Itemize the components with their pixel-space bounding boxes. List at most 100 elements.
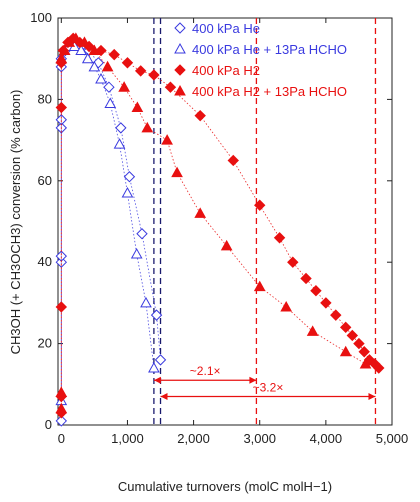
data-point bbox=[300, 272, 312, 285]
series-group bbox=[55, 36, 167, 427]
plot-area-border bbox=[57, 17, 393, 426]
data-point bbox=[171, 166, 183, 178]
x-tick-label: 5,000 bbox=[376, 431, 409, 446]
annotation-label: ~3.2× bbox=[253, 381, 284, 395]
x-tick-label: 1,000 bbox=[111, 431, 144, 446]
x-tick-label: 0 bbox=[58, 431, 65, 446]
ratio-annotation: ~2.1× bbox=[153, 364, 257, 384]
y-tick-label: 40 bbox=[38, 254, 52, 269]
series-line bbox=[60, 46, 155, 401]
legend-label: 400 kPa He + 13Pa HCHO bbox=[192, 42, 347, 57]
y-tick-label: 20 bbox=[38, 336, 52, 351]
annotation-arrowhead-left bbox=[153, 376, 161, 384]
data-point bbox=[55, 402, 68, 414]
data-point bbox=[194, 109, 206, 122]
series-group bbox=[55, 32, 372, 414]
data-point bbox=[55, 52, 68, 64]
legend: 400 kPa He 400 kPa He + 13Pa HCHO 400 kPa … bbox=[174, 21, 347, 99]
data-point bbox=[55, 415, 68, 427]
y-axis-title: CH3OH (+ CH3OCH3) conversion (% carbon) bbox=[8, 90, 23, 355]
data-point bbox=[88, 44, 101, 56]
data-point bbox=[358, 346, 370, 358]
data-point bbox=[121, 57, 134, 69]
dashed-reference-lines bbox=[153, 18, 377, 425]
x-tick-label: 3,000 bbox=[243, 431, 276, 446]
data-point bbox=[164, 81, 177, 93]
data-point bbox=[148, 69, 160, 81]
data-point bbox=[75, 44, 87, 56]
legend-marker bbox=[174, 64, 186, 76]
data-point bbox=[346, 329, 359, 342]
legend-marker bbox=[174, 84, 186, 96]
data-point bbox=[154, 354, 167, 366]
legend-marker bbox=[174, 22, 186, 34]
data-point bbox=[220, 239, 233, 251]
annotation-arrowhead-left bbox=[160, 393, 168, 401]
data-point bbox=[194, 207, 207, 218]
series-group bbox=[55, 40, 160, 406]
data-point bbox=[58, 44, 71, 56]
x-axis-title: Cumulative turnovers (molC molH−1) bbox=[118, 479, 332, 494]
legend-item: 400 kPa He + 13Pa HCHO bbox=[174, 42, 347, 57]
data-point bbox=[95, 73, 107, 84]
data-point bbox=[130, 248, 143, 259]
data-point bbox=[115, 122, 127, 134]
data-point bbox=[134, 65, 147, 77]
data-point bbox=[287, 256, 299, 268]
annotation-arrowhead-right bbox=[368, 393, 376, 401]
data-point bbox=[339, 321, 352, 334]
data-point bbox=[118, 81, 130, 92]
data-point bbox=[330, 309, 342, 321]
x-tick-label: 2,000 bbox=[177, 431, 210, 446]
legend-label: 400 kPa H2 + 13Pa HCHO bbox=[192, 84, 347, 99]
data-point bbox=[254, 199, 266, 211]
data-point bbox=[150, 309, 163, 321]
data-point bbox=[227, 154, 239, 167]
x-axis: 0 1,000 2,000 3,000 4,000 5,000 bbox=[58, 18, 409, 446]
legend-item: 400 kPa He bbox=[174, 21, 260, 36]
legend-item: 400 kPa H2 + 13Pa HCHO bbox=[174, 84, 347, 99]
data-point bbox=[161, 134, 173, 145]
data-point bbox=[353, 337, 365, 350]
data-point bbox=[88, 60, 101, 72]
legend-item: 400 kPa H2 bbox=[174, 63, 260, 78]
data-point bbox=[108, 48, 120, 61]
data-point bbox=[103, 81, 115, 93]
legend-label: 400 kPa He bbox=[192, 21, 260, 36]
data-point bbox=[141, 121, 154, 133]
y-tick-label: 60 bbox=[38, 173, 52, 188]
x-tick-label: 4,000 bbox=[310, 431, 343, 446]
legend-label: 400 kPa H2 bbox=[192, 63, 260, 78]
data-point bbox=[136, 228, 148, 240]
data-point bbox=[280, 300, 293, 312]
data-point bbox=[359, 357, 372, 369]
data-point bbox=[306, 325, 319, 336]
data-point bbox=[273, 232, 286, 244]
data-point bbox=[121, 186, 134, 198]
y-tick-label: 80 bbox=[38, 91, 52, 106]
data-point bbox=[123, 171, 136, 183]
data-point bbox=[101, 60, 114, 72]
data-point bbox=[81, 52, 94, 64]
data-point bbox=[310, 284, 322, 297]
data-point bbox=[148, 361, 160, 373]
data-point bbox=[104, 97, 117, 108]
y-tick-label: 100 bbox=[30, 10, 52, 25]
data-series bbox=[55, 32, 385, 427]
legend-marker bbox=[174, 42, 186, 54]
data-point bbox=[320, 297, 332, 309]
annotation-label: ~2.1× bbox=[190, 364, 221, 378]
data-point bbox=[140, 296, 152, 308]
ratio-annotation: ~3.2× bbox=[160, 381, 376, 401]
data-point bbox=[253, 280, 266, 292]
plot-frame bbox=[57, 17, 393, 426]
data-point bbox=[131, 101, 144, 113]
data-point bbox=[70, 32, 82, 43]
data-point bbox=[55, 386, 68, 397]
data-point bbox=[113, 138, 126, 149]
y-tick-label: 0 bbox=[45, 417, 52, 432]
ratio-annotations: ~2.1× ~3.2× bbox=[153, 364, 376, 401]
data-point bbox=[373, 362, 385, 374]
annotation-arrowhead-right bbox=[249, 376, 257, 384]
